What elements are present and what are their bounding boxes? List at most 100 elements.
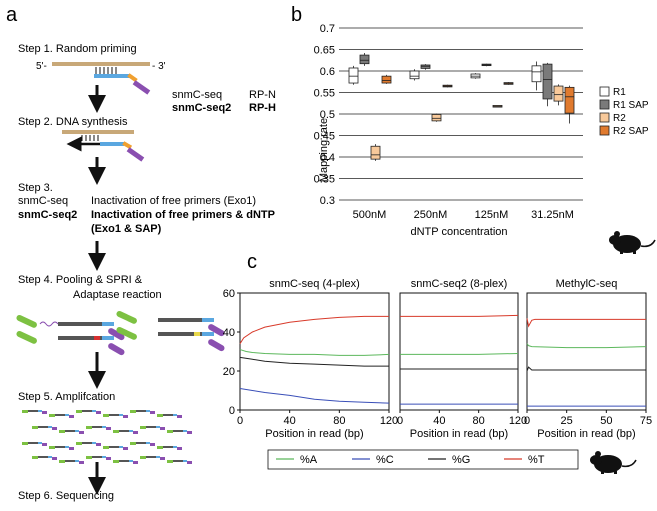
amplicon-primer [38, 410, 42, 412]
amplicon-adapter [49, 414, 55, 417]
y-tick-label: 0.3 [320, 195, 335, 207]
box-r2-sap [381, 75, 392, 84]
three-prime-label: - 3' [152, 61, 166, 72]
amplicon-adapter [103, 414, 109, 417]
amplicon-16 [130, 442, 155, 446]
box-r2-sap [564, 86, 575, 114]
amplicon-index [42, 411, 47, 414]
amplicon-insert [82, 442, 92, 444]
amplicon-adapter [167, 430, 173, 433]
panel-a-label: a [6, 4, 18, 26]
amplicon-index [69, 447, 74, 450]
mapping-rate-legend: R1 R1 SAP R2 R2 SAP [599, 86, 649, 137]
amplicon-index [150, 411, 155, 414]
amplicon-index [69, 415, 74, 418]
amplicon-adapter [32, 426, 38, 429]
box-r1-sap [542, 63, 553, 100]
amplicon-adapter [59, 460, 65, 463]
amplicon-adapter [76, 442, 82, 445]
x-axis-label: Position in read (bp) [410, 428, 508, 440]
amplicon-adapter [103, 446, 109, 449]
series-line-pct-g [239, 356, 389, 367]
amplicon-index [123, 447, 128, 450]
amplicon-insert [146, 426, 156, 428]
template-dna [52, 62, 150, 66]
amplicon-21 [113, 460, 138, 464]
amplicon-primer [102, 426, 106, 428]
amplicon-primer [92, 410, 96, 412]
amplicon-primer [173, 446, 177, 448]
amplicon-primer [119, 446, 123, 448]
amplicon-index [52, 427, 57, 430]
panel-c-label: c [247, 251, 257, 273]
amplicon-primer [129, 460, 133, 462]
amplicon-index [160, 457, 165, 460]
amplicon-adapter [22, 442, 28, 445]
mouse-icon [609, 231, 656, 254]
amplicon-insert [38, 456, 48, 458]
amplicon-index [79, 431, 84, 434]
amplicon-15 [103, 446, 128, 450]
panel-b-label: b [291, 4, 302, 26]
step3-snmc2-text: Inactivation of free primers & dNTP [91, 209, 275, 221]
amplicon-adapter [157, 414, 163, 417]
x-tick-label: 80 [473, 415, 485, 427]
amplicon-insert [55, 446, 65, 448]
amplicon-insert [28, 442, 38, 444]
chart-title: snmC-seq (4-plex) [269, 278, 359, 290]
amplicon-insert [146, 456, 156, 458]
legend-label: %A [300, 454, 318, 466]
chart-title: snmC-seq2 (8-plex) [411, 278, 508, 290]
amplicon-index [52, 457, 57, 460]
mouse-icon-c [590, 451, 637, 474]
box-r2 [370, 145, 381, 160]
amplicon-insert [163, 446, 173, 448]
amplicon-adapter [49, 446, 55, 449]
amplicon-adapter [59, 430, 65, 433]
amplicon-insert [28, 410, 38, 412]
x-tick-label: 50 [600, 415, 612, 427]
amplicon-10 [140, 426, 165, 430]
x-axis-label: Position in read (bp) [537, 428, 635, 440]
amplicon-17 [157, 446, 182, 450]
amplicon-insert [65, 430, 75, 432]
amplicon-primer [65, 414, 69, 416]
adapter-ligated-molecules [16, 310, 225, 356]
chart-title: MethylC-seq [556, 278, 618, 290]
y-tick-label: 20 [223, 366, 235, 378]
step5-title: Step 5. Amplifcation [18, 391, 115, 403]
step1-snmc-label: snmC-seq [172, 89, 222, 101]
step3-snmc2-text2: (Exo1 & SAP) [91, 223, 162, 235]
step1-title: Step 1. Random priming [18, 43, 137, 55]
amplicon-2 [76, 410, 101, 414]
amplicon-3 [103, 414, 128, 418]
amplicon-insert [92, 426, 102, 428]
amplicon-adapter [113, 460, 119, 463]
amplicon-index [177, 415, 182, 418]
amplicon-adapter [32, 456, 38, 459]
dntp-xlabel: dNTP concentration [410, 226, 507, 238]
amplicon-index [150, 443, 155, 446]
amplicon-index [187, 431, 192, 434]
amplified-fragments [22, 410, 192, 464]
amplicon-adapter [76, 410, 82, 413]
step2-title: Step 2. DNA synthesis [18, 116, 128, 128]
step6-title: Step 6. Sequencing [18, 490, 114, 502]
x-tick-label: 0 [397, 415, 403, 427]
amplicon-primer [173, 414, 177, 416]
amplicon-19 [59, 460, 84, 464]
amplicon-4 [130, 410, 155, 414]
series-line-pct-a [526, 343, 647, 349]
amplicon-adapter [113, 430, 119, 433]
amplicon-insert [55, 414, 65, 416]
amplicon-index [123, 415, 128, 418]
y-tick-label: 0.7 [320, 23, 335, 35]
amplicon-insert [119, 430, 129, 432]
amplicon-primer [65, 446, 69, 448]
y-tick-label: 0.65 [314, 45, 335, 57]
amplicon-20 [86, 456, 111, 460]
x-tick-label: 80 [333, 415, 345, 427]
amplicon-insert [38, 426, 48, 428]
amplicon-primer [156, 456, 160, 458]
